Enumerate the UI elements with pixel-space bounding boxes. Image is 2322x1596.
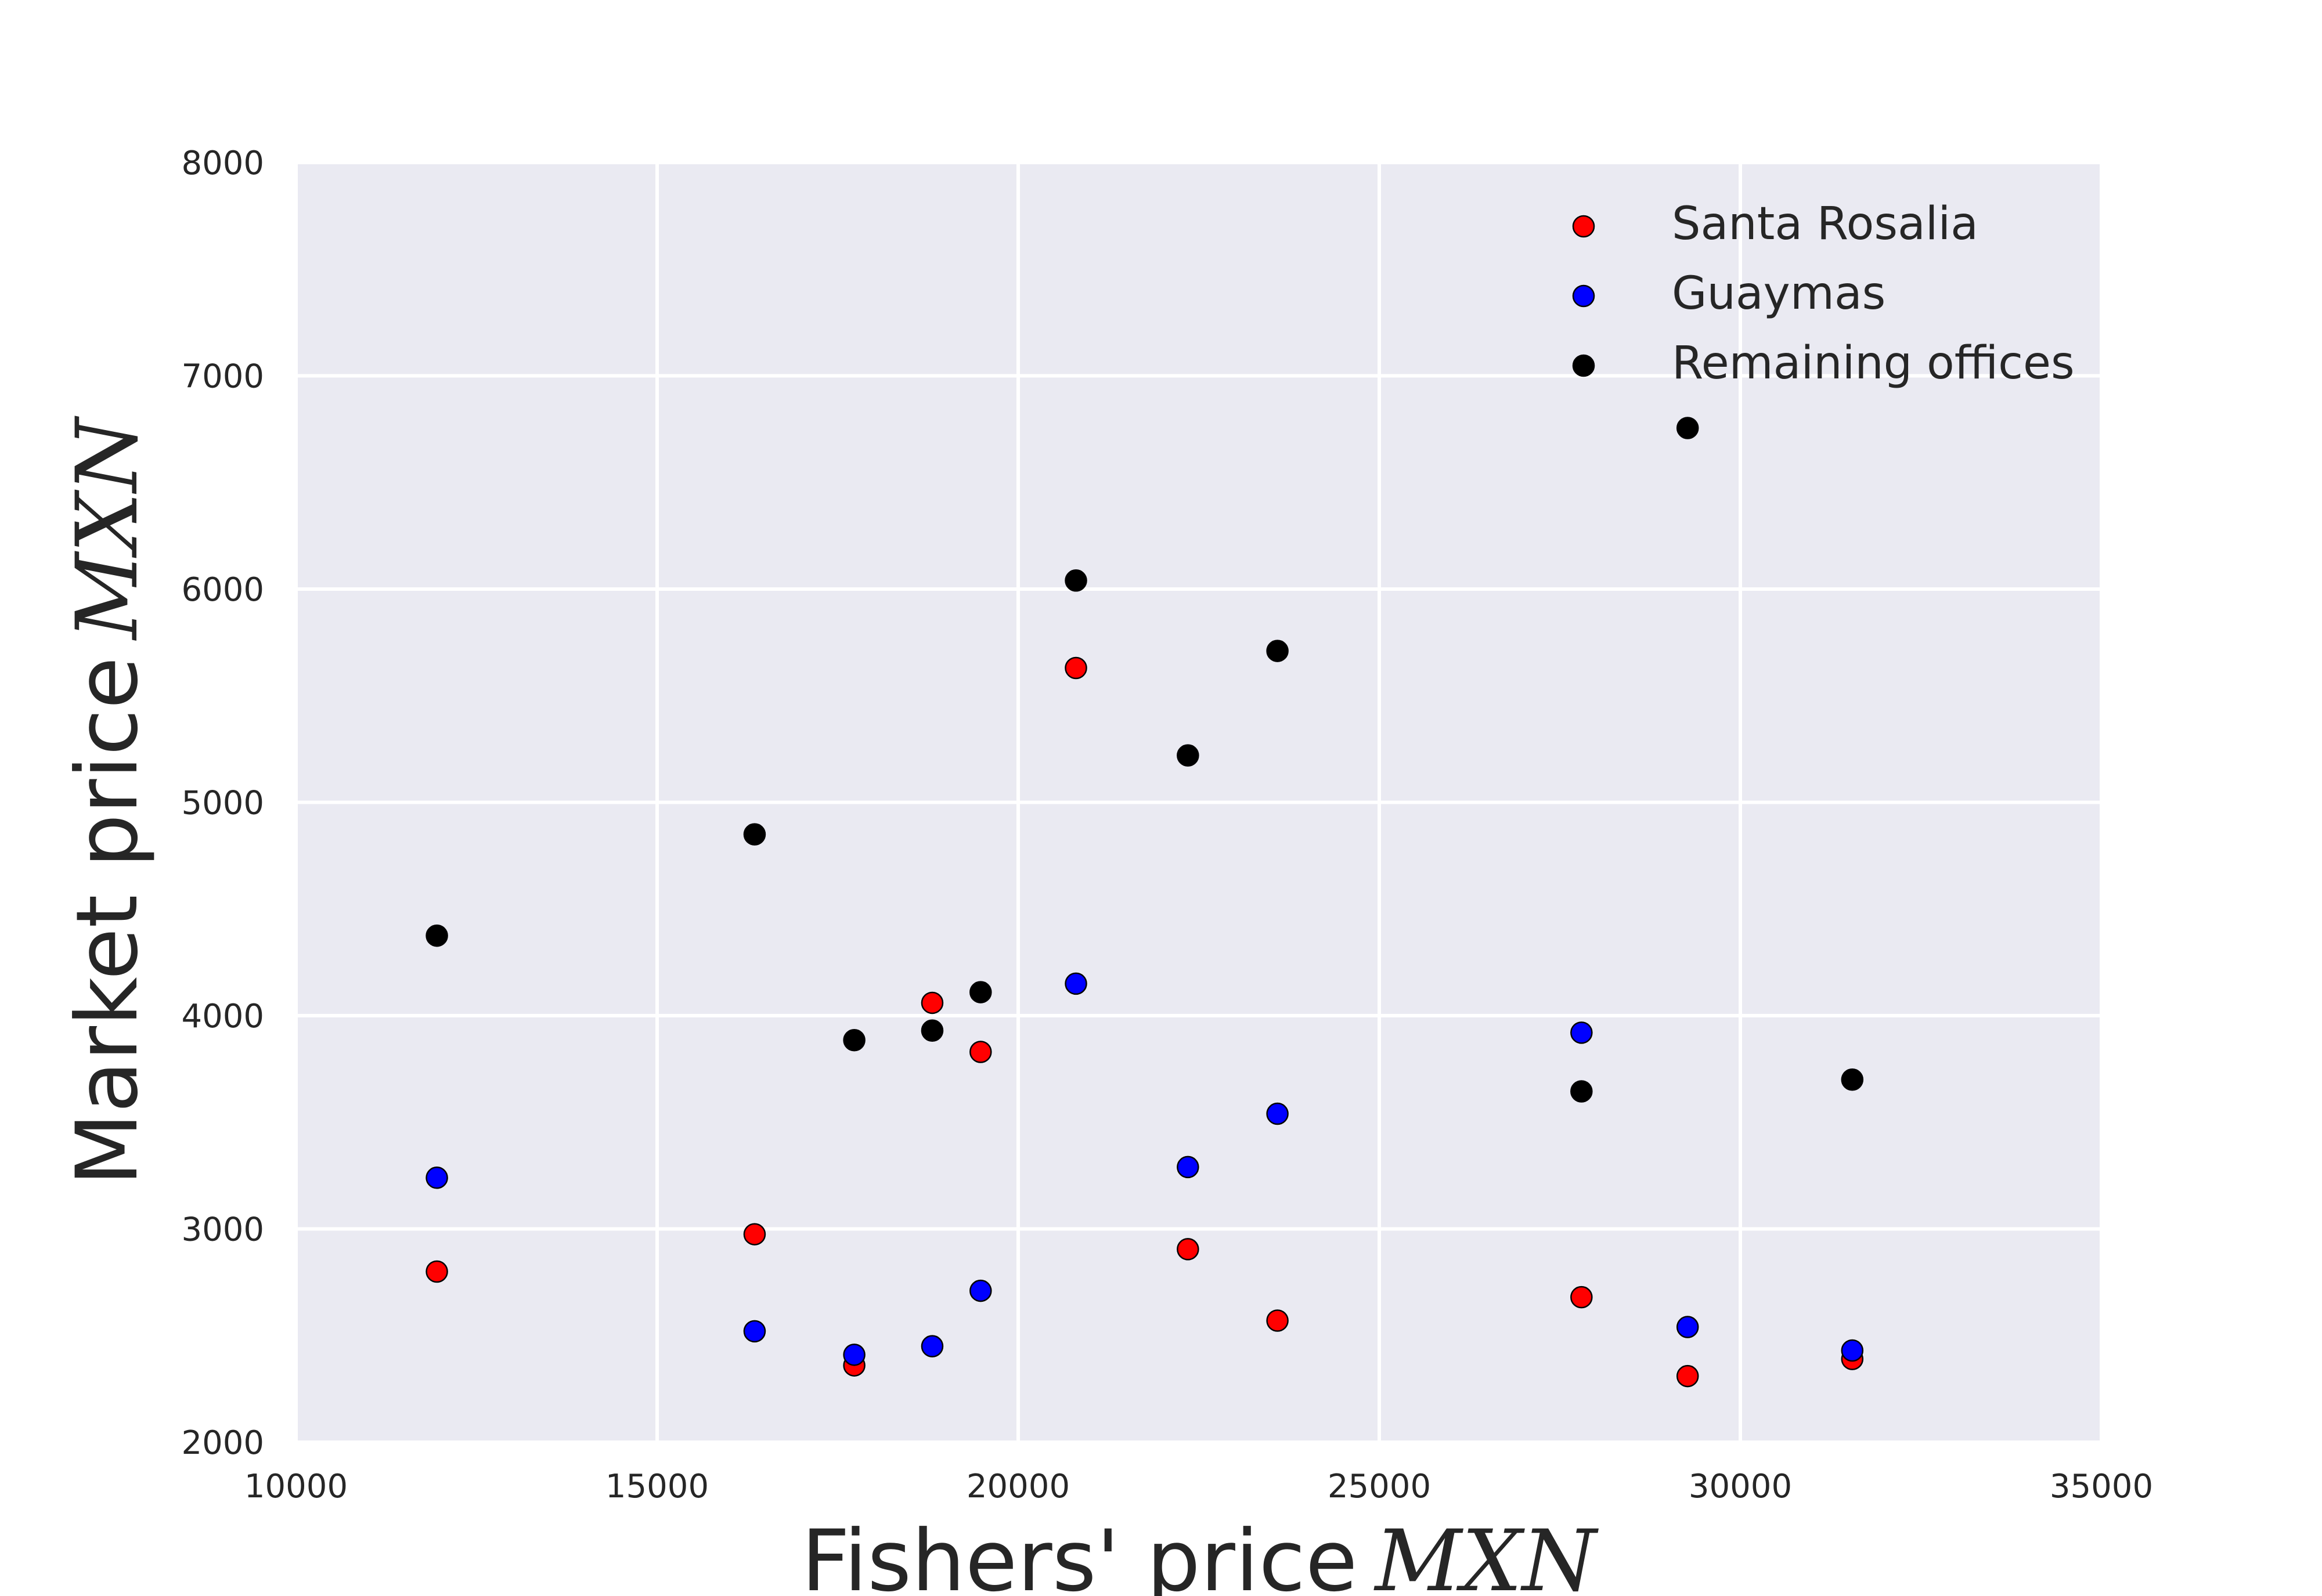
legend-label-remaining-offices: Remaining offices <box>1672 337 2075 389</box>
x-tick-label: 25000 <box>1328 1468 1431 1505</box>
y-tick-label: 7000 <box>181 358 264 396</box>
data-point-santa-rosalia <box>1065 656 1087 680</box>
x-axis-tick-labels: 10000 15000 20000 25000 30000 35000 <box>244 1468 2153 1505</box>
y-axis-unit: MXN <box>58 416 157 641</box>
data-point-santa-rosalia <box>743 1223 766 1245</box>
data-point-remaining-offices <box>843 1029 866 1052</box>
data-point-remaining-offices <box>1065 569 1087 592</box>
data-point-guaymas <box>1841 1339 1864 1362</box>
legend-label-guaymas: Guaymas <box>1672 268 1885 320</box>
x-axis-unit: MXN <box>1373 1512 1599 1596</box>
x-tick-label: 20000 <box>967 1468 1070 1505</box>
y-axis-tick-labels: 2000 3000 4000 5000 6000 7000 8000 <box>181 145 264 1462</box>
data-point-remaining-offices <box>921 1019 944 1042</box>
data-point-santa-rosalia <box>969 1041 992 1063</box>
data-point-remaining-offices <box>1841 1068 1864 1091</box>
data-points <box>426 417 1864 1388</box>
y-tick-label: 2000 <box>181 1424 264 1462</box>
data-point-guaymas <box>426 1167 448 1189</box>
data-point-remaining-offices <box>743 823 766 846</box>
x-tick-label: 10000 <box>244 1468 348 1505</box>
data-point-santa-rosalia <box>1676 1364 1699 1388</box>
data-point-remaining-offices <box>1177 744 1199 767</box>
y-axis-title: Market price MXN <box>58 416 157 1186</box>
data-point-guaymas <box>969 1279 992 1302</box>
y-tick-label: 6000 <box>181 571 264 609</box>
legend-marker-guaymas <box>1572 284 1595 308</box>
x-axis-label: Fishers' price <box>801 1512 1357 1596</box>
data-point-guaymas <box>921 1335 944 1357</box>
data-point-santa-rosalia <box>426 1260 448 1283</box>
y-axis-label: Market price <box>58 657 157 1186</box>
x-tick-label: 15000 <box>605 1468 709 1505</box>
legend-marker-santa-rosalia <box>1572 215 1595 238</box>
legend-marker-remaining-offices <box>1572 354 1595 377</box>
x-tick-label: 35000 <box>2050 1468 2153 1505</box>
x-axis-title: Fishers' price MXN <box>801 1512 1599 1596</box>
data-point-guaymas <box>1177 1156 1199 1179</box>
data-point-santa-rosalia <box>1266 1309 1289 1332</box>
data-point-remaining-offices <box>1570 1080 1593 1103</box>
data-point-remaining-offices <box>1676 417 1699 439</box>
data-point-guaymas <box>843 1344 866 1366</box>
data-point-remaining-offices <box>1266 640 1289 662</box>
data-point-remaining-offices <box>969 981 992 1003</box>
x-tick-label: 30000 <box>1689 1468 1792 1505</box>
data-point-guaymas <box>1065 972 1087 995</box>
data-point-guaymas <box>1266 1102 1289 1125</box>
data-point-santa-rosalia <box>1570 1286 1593 1309</box>
grid-lines <box>294 161 2103 1444</box>
y-tick-label: 5000 <box>181 785 264 822</box>
data-point-remaining-offices <box>426 924 448 947</box>
data-point-santa-rosalia <box>921 991 944 1014</box>
y-tick-label: 8000 <box>181 145 264 182</box>
data-point-guaymas <box>1676 1316 1699 1338</box>
legend: Santa Rosalia Guaymas Remaining offices <box>1572 198 2075 389</box>
y-tick-label: 4000 <box>181 998 264 1035</box>
data-point-guaymas <box>743 1320 766 1343</box>
y-tick-label: 3000 <box>181 1211 264 1249</box>
data-point-guaymas <box>1570 1021 1593 1044</box>
data-point-santa-rosalia <box>1177 1238 1199 1261</box>
legend-label-santa-rosalia: Santa Rosalia <box>1672 198 1978 250</box>
